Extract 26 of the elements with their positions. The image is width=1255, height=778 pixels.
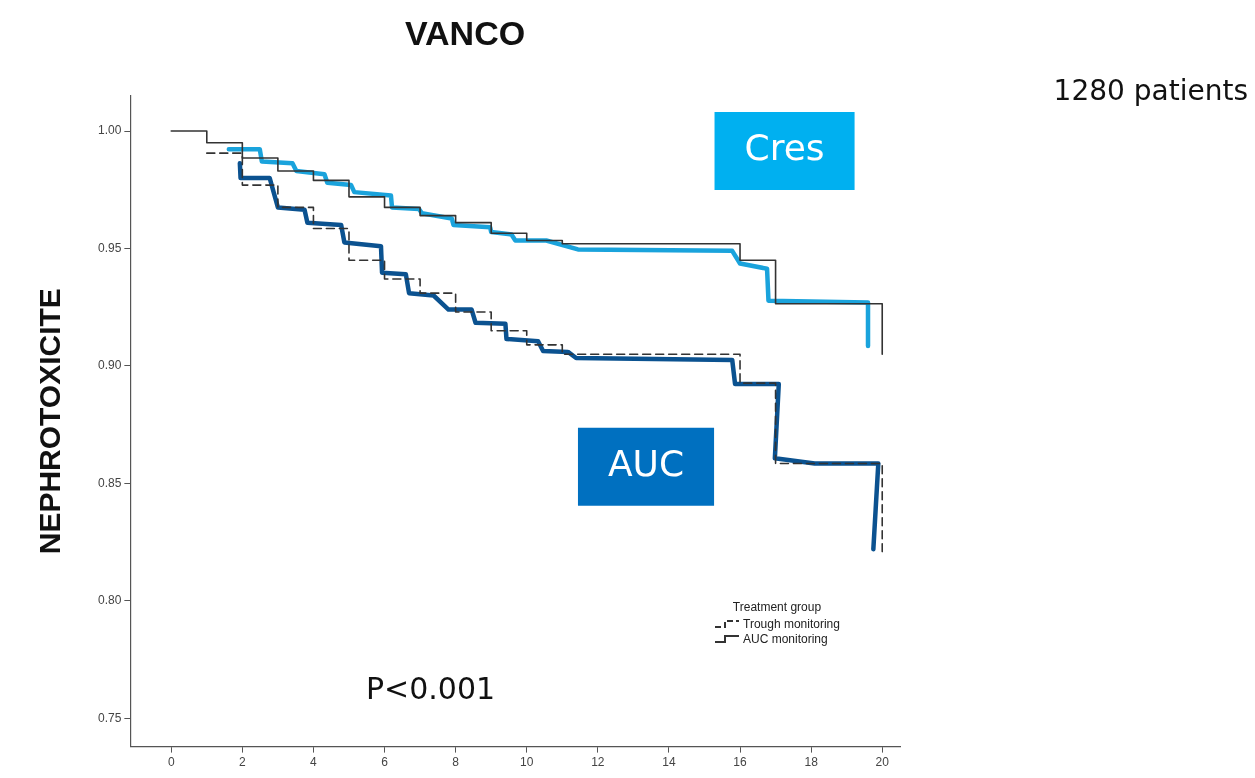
x-tick-label: 12 [591, 755, 605, 770]
x-tick-label: 8 [452, 755, 460, 770]
annotation: P<0.001 [365, 671, 496, 707]
text: 1280 patients [1053, 74, 1248, 108]
y-tick-label: 0.95 [98, 240, 122, 255]
legend-title: Treatment group [731, 599, 823, 615]
x-tick-label: 14 [662, 755, 676, 770]
x-tick-label: 6 [381, 755, 389, 770]
x-tick-label: 10 [520, 755, 534, 770]
x-tick-label: 20 [875, 755, 890, 770]
x-tick-label: 18 [804, 755, 819, 770]
annotation: AUC [607, 443, 685, 485]
y-axis-title: NEPHROTOXICITE [33, 288, 67, 555]
legend-label: AUC monitoring [743, 631, 828, 647]
x-tick-label: 4 [310, 755, 318, 770]
y-tick-label: 1.00 [98, 123, 122, 138]
y-tick-label: 0.75 [98, 710, 122, 725]
x-tick-label: 0 [167, 755, 175, 770]
y-tick-label: 0.90 [98, 358, 122, 373]
chart-title: VANCO [404, 13, 526, 52]
x-tick-label: 2 [238, 755, 246, 770]
x-tick-label: 16 [733, 755, 748, 770]
legend-label: Trough monitoring [743, 616, 840, 632]
annotation: Cres [744, 127, 825, 169]
y-tick-label: 0.80 [98, 593, 122, 608]
y-tick-label: 0.85 [98, 475, 122, 490]
